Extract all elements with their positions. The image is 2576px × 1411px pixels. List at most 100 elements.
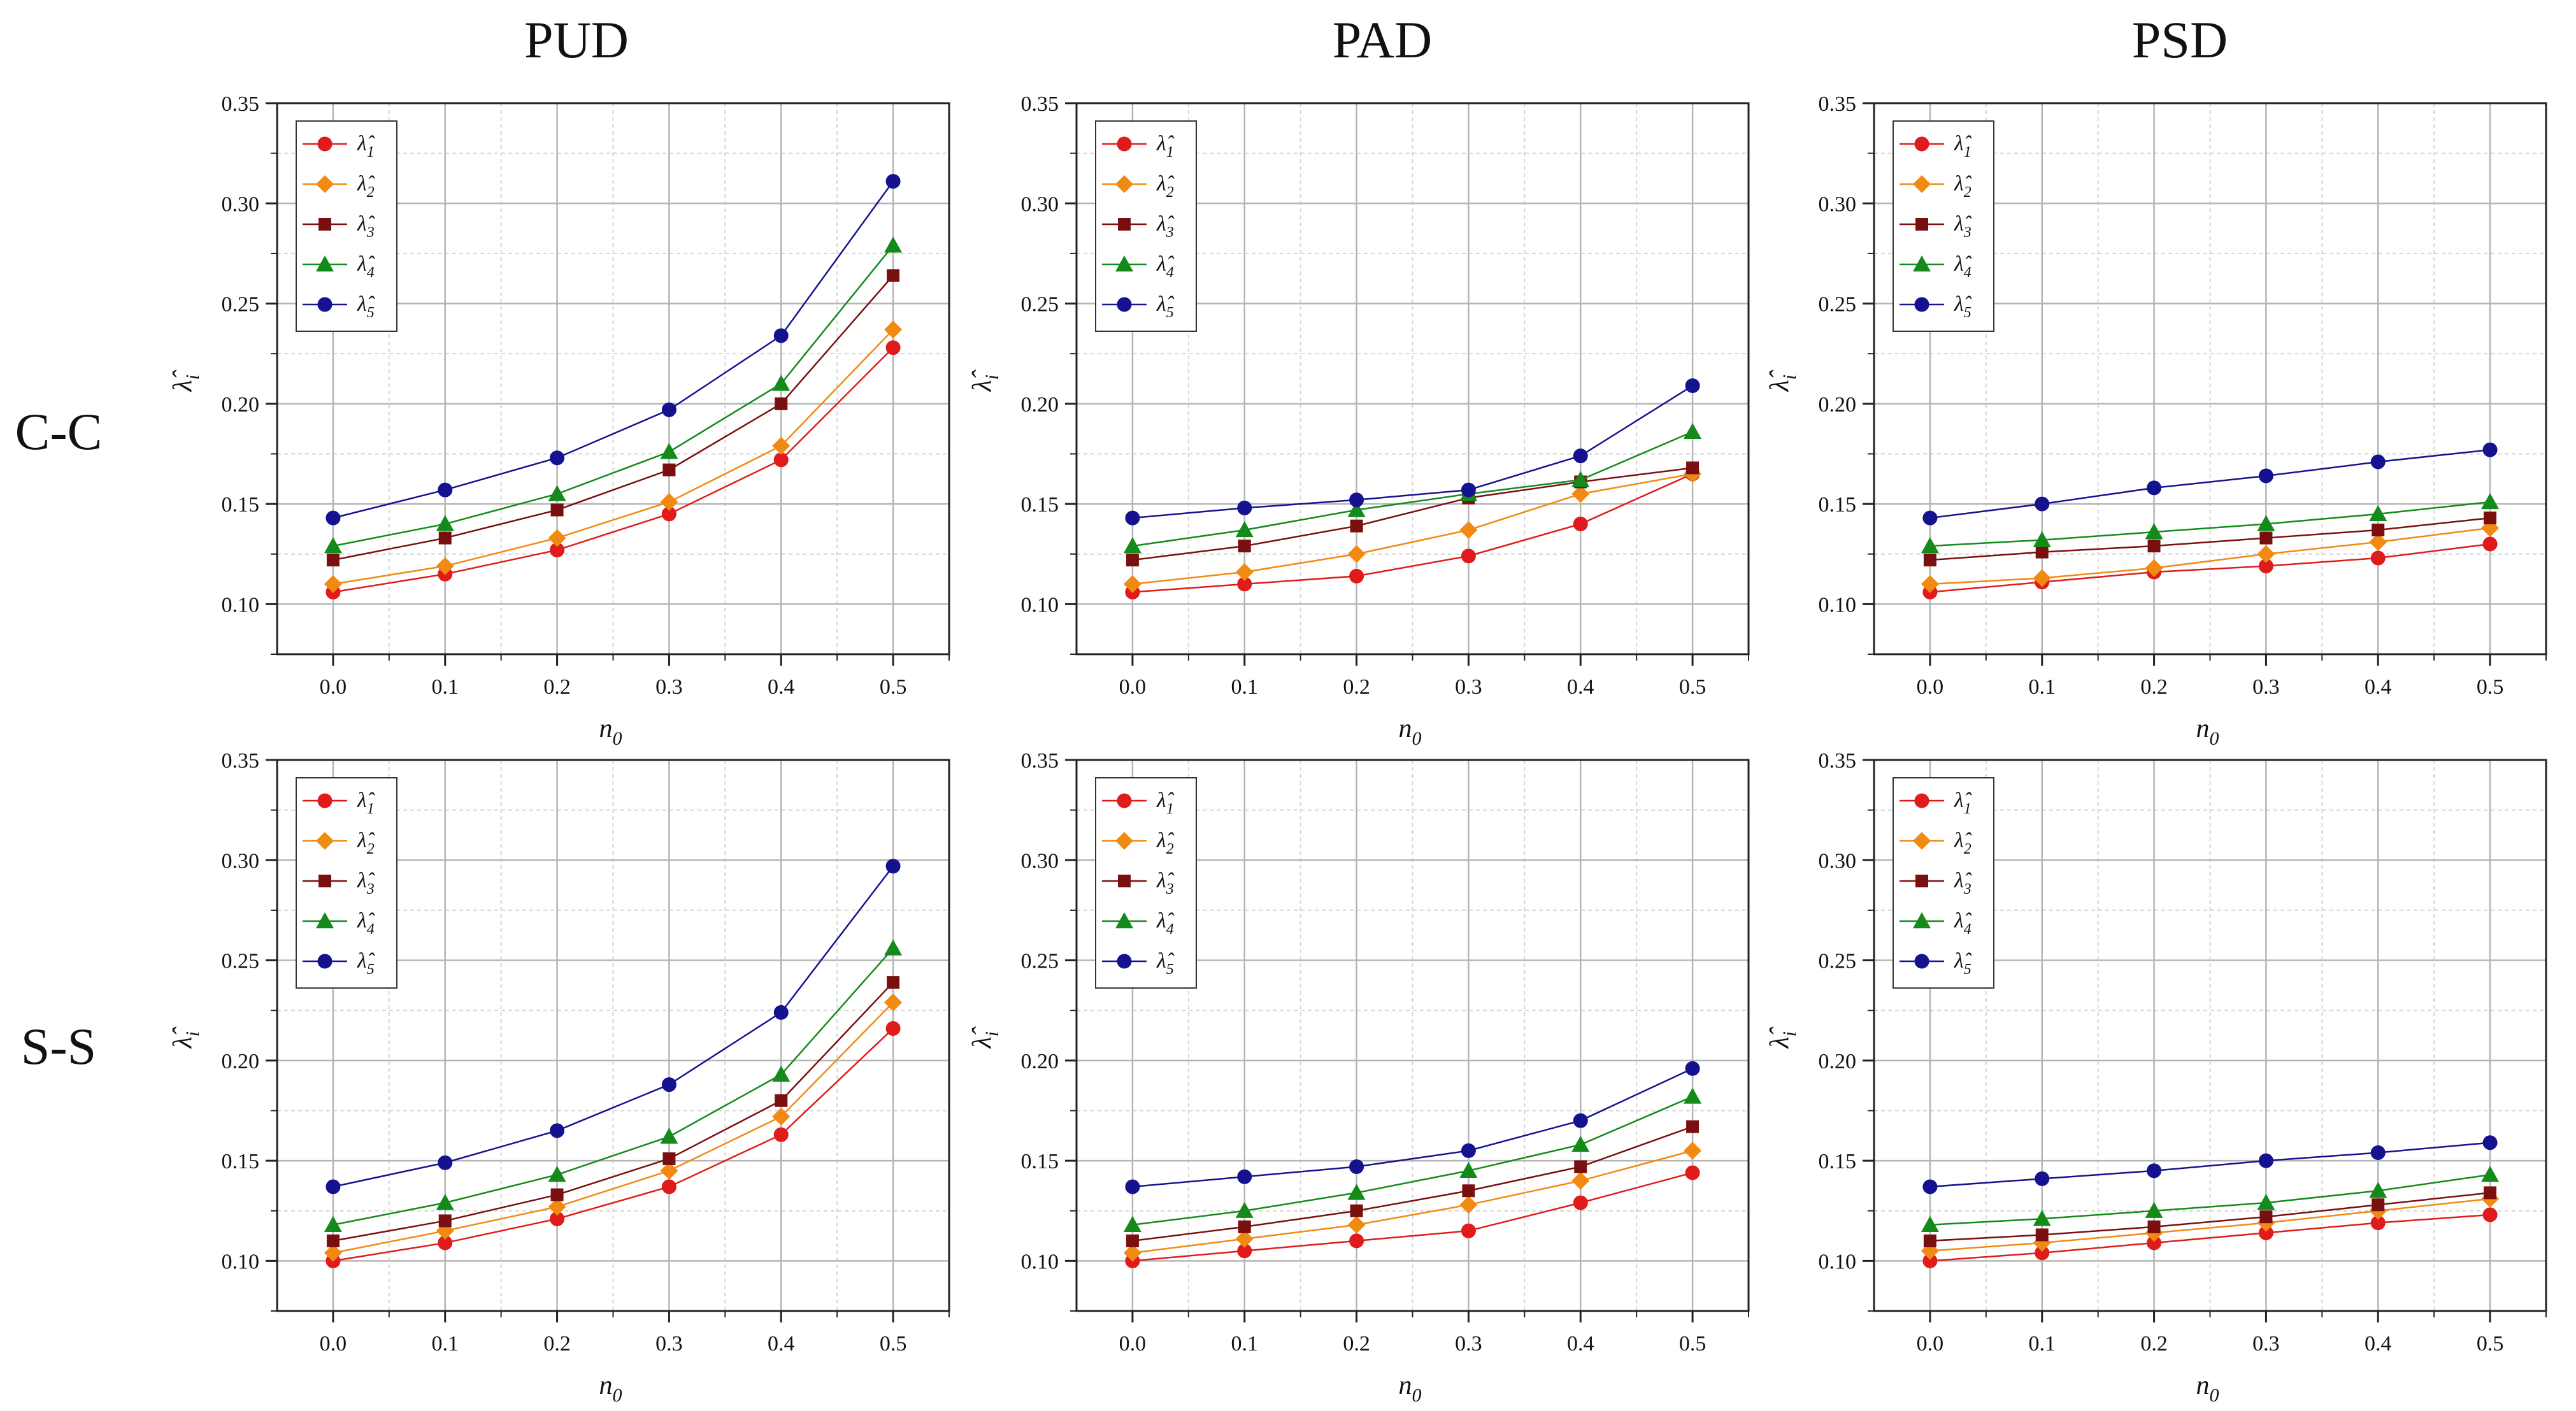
data-point-lambda5: [438, 1155, 453, 1170]
y-tick-label: 0.30: [222, 192, 260, 216]
series-line-lambda1: [1132, 1171, 1693, 1262]
data-point-lambda3: [1126, 554, 1139, 567]
y-tick-label: 0.30: [1021, 849, 1059, 873]
column-title-psd: PSD: [2132, 11, 2228, 69]
data-point-lambda3: [326, 554, 340, 567]
data-point-lambda5: [2370, 1145, 2386, 1161]
data-point-lambda3: [1350, 519, 1363, 533]
chart-panel-s-s-pad: 0.10 0.15 0.20 0.25 0.30 0.35 0.0 0.1 0.2 0.3 0.4 0…: [968, 749, 1750, 1406]
y-tick-label: 0.20: [1819, 1050, 1857, 1073]
x-tick-label: 0.4: [2365, 675, 2392, 699]
y-tick-label: 0.25: [1819, 293, 1857, 317]
data-point-lambda5: [661, 402, 676, 417]
legend-marker-lambda1: [1914, 136, 1929, 152]
x-tick-label: 0.2: [2140, 675, 2168, 699]
data-point-lambda1: [773, 452, 789, 468]
y-tick-label: 0.25: [1021, 950, 1059, 973]
legend-marker-lambda1: [317, 793, 333, 808]
series-line-lambda2: [1929, 527, 2491, 585]
series-line-lambda4: [1929, 1173, 2491, 1226]
data-point-lambda4: [1571, 471, 1590, 487]
data-point-lambda4: [660, 443, 678, 459]
x-tick-label: 0.0: [1119, 1332, 1147, 1356]
series-line-lambda5: [1132, 1068, 1693, 1188]
y-tick-label: 0.35: [1819, 749, 1857, 773]
legend-marker-lambda5: [317, 954, 333, 969]
chart-panel-c-c-pud: 0.10 0.15 0.20 0.25 0.30 0.35 0.0 0.1 0.2 0.3 0.4 0…: [168, 92, 950, 749]
series-line-lambda2: [1929, 1198, 2491, 1252]
legend-marker-lambda1: [317, 136, 333, 152]
data-point-lambda4: [1347, 501, 1366, 517]
data-point-lambda1: [1461, 548, 1476, 564]
data-point-lambda5: [773, 1005, 789, 1020]
data-point-lambda3: [775, 397, 788, 410]
y-tick-label: 0.20: [222, 1050, 260, 1073]
x-tick-label: 0.4: [768, 1332, 795, 1356]
data-point-lambda5: [1125, 1179, 1140, 1194]
data-point-lambda3: [662, 463, 676, 476]
data-point-lambda2: [436, 557, 454, 575]
data-point-lambda5: [1922, 1179, 1938, 1194]
data-point-lambda3: [1350, 1204, 1363, 1217]
data-point-lambda4: [1235, 520, 1254, 538]
data-point-lambda4: [2257, 515, 2275, 531]
legend-marker-lambda2: [1913, 832, 1931, 850]
chart-panel-c-c-psd: 0.10 0.15 0.20 0.25 0.30 0.35 0.0 0.1 0.2 0.3 0.4 0…: [1765, 92, 2547, 749]
data-point-lambda2: [548, 1198, 566, 1216]
y-tick-label: 0.15: [222, 1150, 260, 1173]
data-point-lambda3: [1574, 1160, 1587, 1173]
x-tick-label: 0.3: [1455, 675, 1482, 699]
data-point-lambda2: [548, 529, 566, 547]
y-tick-label: 0.35: [1021, 749, 1059, 773]
series-line-lambda2: [333, 329, 894, 585]
data-point-lambda5: [1573, 448, 1588, 464]
series-line-lambda1: [1132, 473, 1693, 593]
data-point-lambda3: [550, 1188, 564, 1201]
series-line-lambda1: [1929, 543, 2491, 593]
y-tick-label: 0.10: [1819, 593, 1857, 617]
y-tick-label: 0.35: [1021, 92, 1059, 116]
data-point-lambda4: [772, 1065, 791, 1082]
data-point-lambda2: [1921, 575, 1939, 593]
data-point-lambda3: [2372, 523, 2385, 536]
y-tick-label: 0.25: [222, 950, 260, 973]
y-tick-label: 0.25: [1819, 950, 1857, 973]
data-point-lambda4: [1684, 1087, 1702, 1104]
data-point-lambda5: [1461, 1143, 1476, 1158]
legend-marker-lambda3: [1118, 218, 1131, 231]
legend-marker-lambda4: [1115, 912, 1133, 929]
legend-marker-lambda2: [1115, 175, 1133, 193]
x-axis-label: n0: [599, 1371, 622, 1406]
legend: λ̂1λ̂2λ̂3λ̂4λ̂5: [1893, 120, 1994, 332]
x-tick-label: 0.5: [2477, 1332, 2504, 1356]
data-point-lambda3: [1238, 1220, 1251, 1233]
data-point-lambda3: [2484, 512, 2497, 525]
data-point-lambda2: [884, 993, 903, 1012]
data-point-lambda3: [326, 1234, 340, 1247]
legend-marker-lambda3: [1915, 875, 1928, 887]
legend-marker-lambda4: [316, 912, 334, 929]
data-point-lambda5: [885, 174, 901, 189]
data-point-lambda5: [1573, 1113, 1588, 1128]
y-tick-label: 0.30: [1021, 192, 1059, 216]
legend-box: [1095, 777, 1197, 989]
x-axis-label: n0: [2196, 1371, 2219, 1406]
x-tick-label: 0.3: [655, 1332, 683, 1356]
legend-box: [296, 777, 397, 989]
data-point-lambda4: [2033, 1210, 2051, 1226]
data-point-lambda2: [772, 1107, 791, 1126]
y-tick-label: 0.30: [1819, 192, 1857, 216]
legend-label-lambda5: λ̂5: [1156, 949, 1175, 978]
y-tick-label: 0.25: [1021, 293, 1059, 317]
y-tick-label: 0.15: [1819, 1150, 1857, 1173]
series-line-lambda2: [1132, 1150, 1693, 1254]
x-tick-label: 0.2: [543, 1332, 571, 1356]
y-tick-label: 0.15: [1021, 493, 1059, 517]
row-label-cc: C-C: [15, 403, 103, 461]
x-tick-label: 0.1: [2029, 1332, 2056, 1356]
data-point-lambda1: [661, 1179, 676, 1194]
y-tick-label: 0.30: [1819, 849, 1857, 873]
legend-label-lambda2: λ̂2: [1954, 172, 1972, 201]
data-point-lambda4: [436, 1194, 454, 1210]
x-tick-label: 0.1: [432, 1332, 459, 1356]
